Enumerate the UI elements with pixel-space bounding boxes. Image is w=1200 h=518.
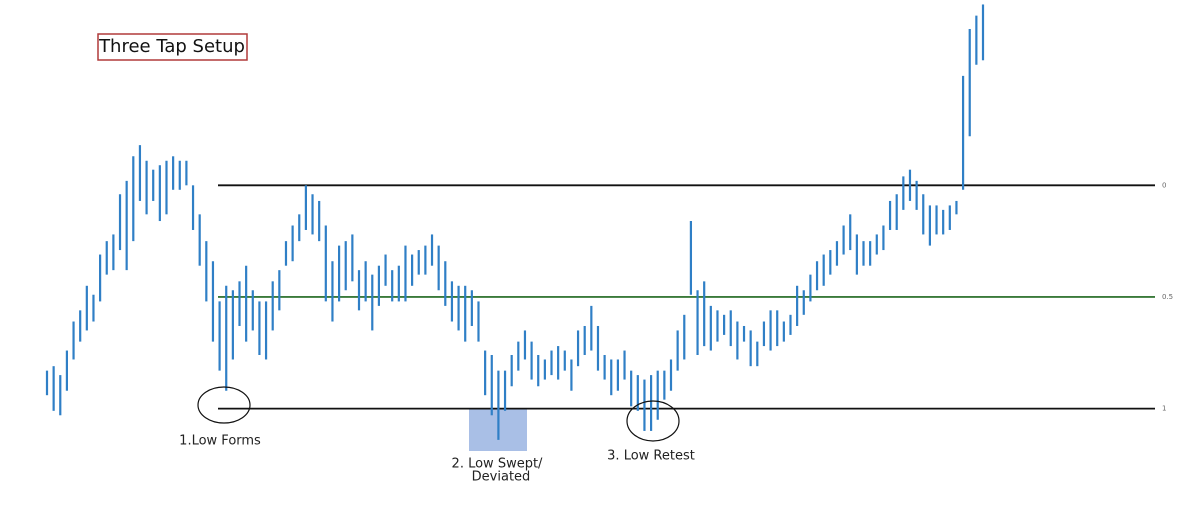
circle-marker [626, 400, 680, 442]
title-box [97, 33, 248, 61]
annotation: Deviated [472, 470, 531, 485]
bars [45, 4, 985, 440]
annotation: 3. Low Retest [607, 449, 695, 464]
chart-title: Three Tap Setup [98, 36, 245, 57]
level-label: 1 [1162, 405, 1166, 413]
circle-marker [197, 386, 251, 424]
level-label: 0 [1162, 181, 1166, 189]
annotation: 1.Low Forms [179, 434, 261, 449]
level-label: 0.5 [1162, 293, 1173, 301]
annotation: 2. Low Swept/ [452, 457, 543, 472]
